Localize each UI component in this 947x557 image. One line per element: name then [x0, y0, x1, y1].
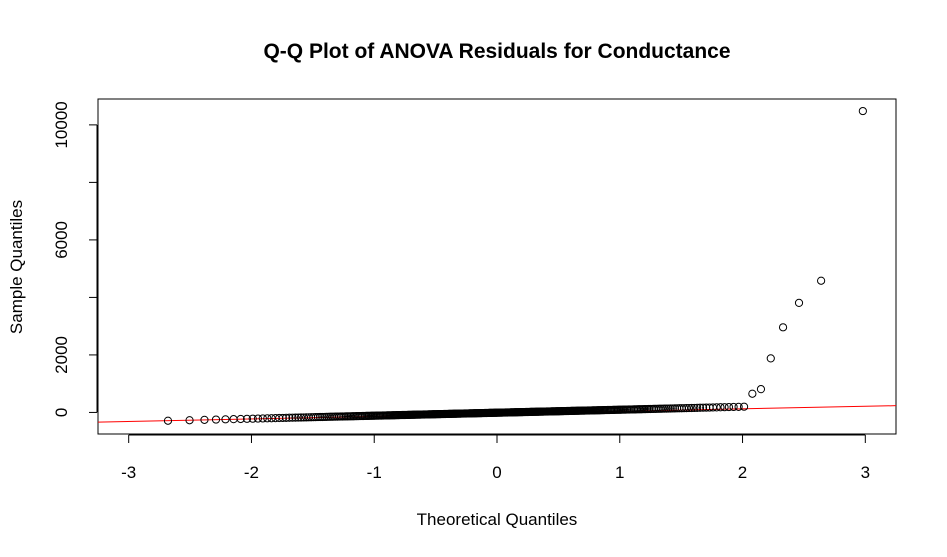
- data-point: [698, 403, 708, 412]
- y-axis-label: Sample Quantiles: [7, 200, 26, 334]
- data-point: [794, 298, 804, 307]
- data-point: [690, 403, 699, 413]
- data-point: [748, 389, 757, 398]
- data-point: [734, 402, 743, 411]
- data-point: [716, 403, 725, 412]
- data-point: [278, 413, 287, 423]
- y-tick-label: 0: [52, 408, 71, 417]
- data-point: [311, 413, 320, 422]
- y-tick-label: 10000: [52, 101, 71, 148]
- data-point: [309, 413, 318, 422]
- data-point: [720, 403, 729, 412]
- x-tick-label: 2: [738, 463, 747, 482]
- data-point: [756, 385, 766, 394]
- data-point: [285, 413, 294, 422]
- x-tick-label: 3: [861, 463, 870, 482]
- data-point: [248, 414, 257, 423]
- x-tick-label: -2: [244, 463, 259, 482]
- chart-title: Q-Q Plot of ANOVA Residuals for Conducta…: [263, 40, 730, 63]
- data-point: [693, 403, 702, 412]
- plot-area: [98, 106, 896, 425]
- plot-frame: [97, 98, 897, 435]
- data-point: [687, 403, 696, 413]
- data-point: [817, 276, 826, 285]
- data-point: [739, 402, 749, 411]
- x-axis: -3 -2 -1 0 1 2 3: [121, 434, 870, 482]
- data-point: [242, 414, 252, 423]
- x-tick-label: 1: [615, 463, 624, 482]
- data-point: [267, 414, 276, 423]
- x-tick-label: -1: [367, 463, 382, 482]
- data-point: [258, 414, 267, 423]
- data-point: [313, 412, 323, 422]
- data-points: [163, 106, 867, 425]
- data-point: [253, 414, 263, 423]
- data-point: [263, 414, 272, 423]
- x-axis-label: Theoretical Quantiles: [417, 510, 578, 529]
- data-point: [316, 412, 325, 422]
- data-point: [291, 413, 300, 422]
- x-tick-label: 0: [492, 463, 501, 482]
- x-tick-label: -3: [121, 463, 136, 482]
- data-point: [724, 402, 734, 412]
- data-point: [200, 415, 209, 424]
- data-point: [684, 403, 694, 413]
- data-point: [729, 402, 738, 412]
- data-point: [296, 413, 306, 422]
- data-point: [185, 416, 194, 425]
- data-point: [766, 354, 775, 363]
- data-point: [163, 416, 173, 425]
- data-point: [858, 106, 867, 116]
- data-point: [695, 403, 705, 412]
- data-point: [712, 403, 721, 412]
- data-point: [282, 413, 291, 422]
- data-point: [236, 414, 245, 424]
- y-tick-label: 2000: [52, 336, 71, 374]
- y-axis: 0 2000 6000 10000: [52, 101, 98, 417]
- data-point: [666, 404, 675, 413]
- data-point: [288, 413, 297, 422]
- data-point: [778, 323, 788, 332]
- y-tick-label: 6000: [52, 221, 71, 259]
- data-point: [668, 404, 677, 413]
- data-point: [294, 413, 303, 422]
- data-point: [682, 404, 691, 413]
- data-point: [221, 415, 230, 424]
- data-point: [318, 412, 327, 422]
- data-point: [211, 415, 221, 424]
